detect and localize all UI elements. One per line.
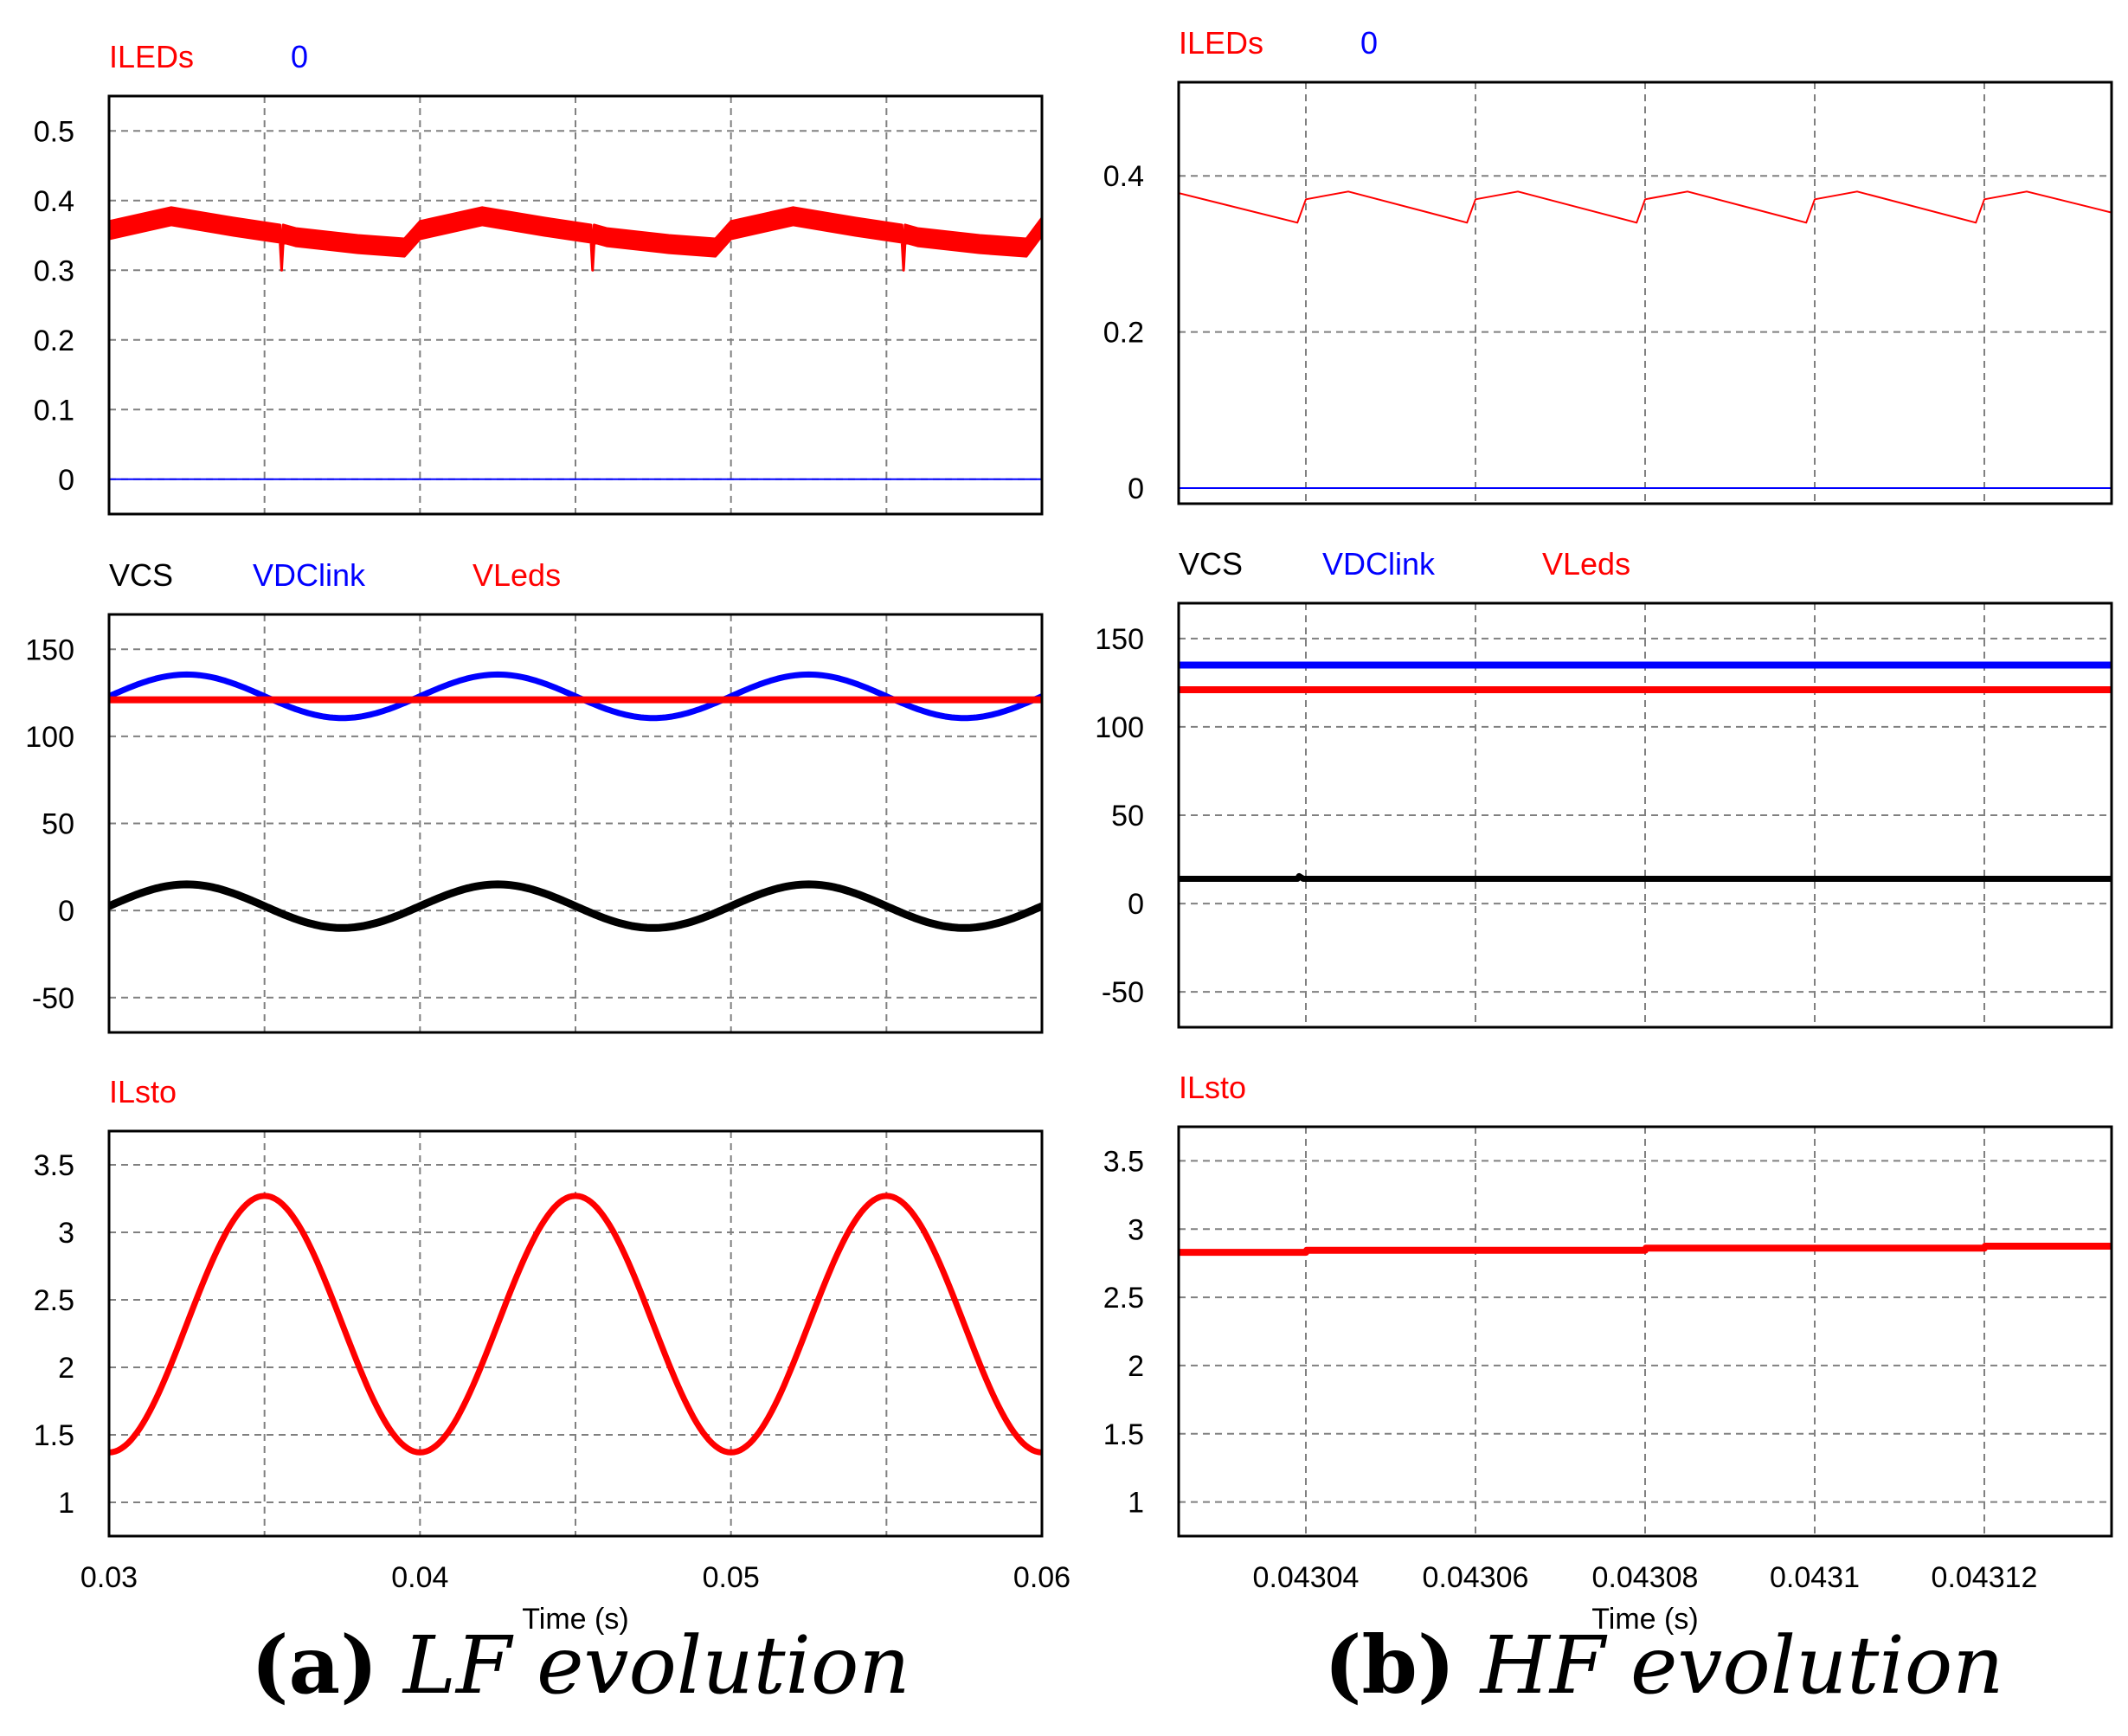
- plot-frame: [107, 1129, 1044, 1538]
- y-tick-label: 2: [58, 1352, 74, 1385]
- plot-frame: [1177, 1125, 2113, 1538]
- plot-frame: [1177, 601, 2113, 1029]
- y-tick-label: 0.4: [1103, 160, 1144, 193]
- plot-frame: [1177, 80, 2113, 505]
- series-group: [1179, 190, 2112, 489]
- y-tick-label: 1: [58, 1487, 74, 1520]
- x-tick-label: 0.04: [391, 1561, 448, 1594]
- x-tick-label: 0.04308: [1592, 1561, 1699, 1594]
- series-group: [109, 1193, 1042, 1456]
- legend-entry: 0: [1360, 25, 1378, 61]
- series-ILEDs-line: [1179, 190, 2112, 224]
- chart-a-mid: -50 0 50 100 150 VCS VDClink VLeds: [25, 557, 1044, 1034]
- y-tick-label: 0.5: [34, 115, 74, 148]
- y-tick-label: 100: [25, 721, 74, 754]
- plot-frame: [107, 613, 1044, 1034]
- y-tick-label: 0: [1128, 888, 1144, 921]
- y-tick-label: 0.2: [1103, 317, 1144, 350]
- y-tick-label: 1: [1128, 1487, 1144, 1520]
- y-tick-label: 3: [58, 1217, 74, 1250]
- series-VCS-line: [1179, 872, 2112, 882]
- legend-entry: VDClink: [253, 557, 366, 593]
- y-tick-label: 3: [1128, 1213, 1144, 1246]
- caption-b: (b) HF evolution: [1324, 1618, 2003, 1712]
- caption-b-letter: (b): [1324, 1618, 1456, 1712]
- legend-entry: VCS: [109, 557, 173, 593]
- y-tick-label: 0: [58, 464, 74, 497]
- series-VCS-line: [109, 880, 1042, 932]
- legend-entry: ILEDs: [109, 39, 194, 74]
- y-tick-label: 3.5: [34, 1149, 74, 1182]
- legend-entry: ILsto: [109, 1074, 177, 1109]
- series-group: [109, 206, 1042, 480]
- plot-frame: [107, 94, 1044, 516]
- y-tick-label: 0.4: [34, 185, 74, 218]
- legend-entry: VLeds: [1542, 546, 1630, 582]
- chart-a-bot: 1 1.5 2 2.5 3 3.5 0.03 0.04 0.05 0.06 Time (s) ILst…: [34, 1074, 1070, 1636]
- y-tick-label: 50: [42, 808, 74, 841]
- x-tick-label: 0.03: [80, 1561, 138, 1594]
- x-axis-label: Time (s): [1591, 1603, 1698, 1636]
- series-group: [109, 671, 1042, 932]
- y-tick-label: 1.5: [34, 1419, 74, 1452]
- chart-b-top: 0 0.2 0.4 ILEDs 0: [1103, 25, 2113, 505]
- series-group: [1179, 1243, 2112, 1257]
- y-tick-label: -50: [1102, 976, 1144, 1009]
- series-group: [1179, 661, 2112, 882]
- legend-entry: 0: [291, 39, 308, 74]
- series-ILEDs-band: [109, 206, 1042, 272]
- x-tick-label: 0.05: [703, 1561, 760, 1594]
- chart-b-mid: -50 0 50 100 150 VCS VDClink VLeds: [1095, 546, 2113, 1029]
- caption-a-text: LF evolution: [402, 1619, 910, 1712]
- chart-b-bot: 1 1.5 2 2.5 3 3.5 0.04304 0.04306 0.04308 0.0431 0…: [1103, 1070, 2113, 1636]
- caption-b-text: HF evolution: [1480, 1619, 2004, 1712]
- y-tick-label: 0.1: [34, 394, 74, 427]
- legend-entry: VCS: [1179, 546, 1243, 582]
- chart-a-top: 0 0.1 0.2 0.3 0.4 0.5 ILEDs 0: [34, 39, 1044, 516]
- caption-a-letter: (a): [251, 1618, 378, 1712]
- y-tick-label: 150: [25, 633, 74, 666]
- y-tick-label: 0.2: [34, 325, 74, 357]
- y-tick-label: -50: [32, 982, 74, 1015]
- legend-entry: VLeds: [473, 557, 561, 593]
- y-tick-label: 0: [1128, 473, 1144, 505]
- y-tick-label: 150: [1095, 623, 1144, 656]
- x-axis-label: Time (s): [522, 1603, 628, 1636]
- x-tick-label: 0.0431: [1770, 1561, 1860, 1594]
- y-tick-label: 100: [1095, 711, 1144, 744]
- legend-entry: VDClink: [1322, 546, 1436, 582]
- y-tick-label: 0.3: [34, 254, 74, 287]
- x-tick-label: 0.04312: [1932, 1561, 2038, 1594]
- y-tick-label: 2.5: [34, 1284, 74, 1317]
- y-tick-label: 2: [1128, 1350, 1144, 1383]
- y-tick-label: 1.5: [1103, 1418, 1144, 1451]
- y-tick-label: 2.5: [1103, 1282, 1144, 1315]
- series-ILsto-line: [1179, 1243, 2112, 1257]
- series-ILsto-line: [109, 1193, 1042, 1456]
- y-tick-label: 50: [1111, 800, 1144, 833]
- legend-entry: ILsto: [1179, 1070, 1246, 1105]
- caption-a: (a) LF evolution: [251, 1618, 910, 1712]
- legend-entry: ILEDs: [1179, 25, 1263, 61]
- x-tick-label: 0.04304: [1253, 1561, 1360, 1594]
- x-tick-label: 0.04306: [1423, 1561, 1529, 1594]
- y-tick-label: 3.5: [1103, 1145, 1144, 1178]
- x-tick-label: 0.06: [1013, 1561, 1070, 1594]
- y-tick-label: 0: [58, 895, 74, 928]
